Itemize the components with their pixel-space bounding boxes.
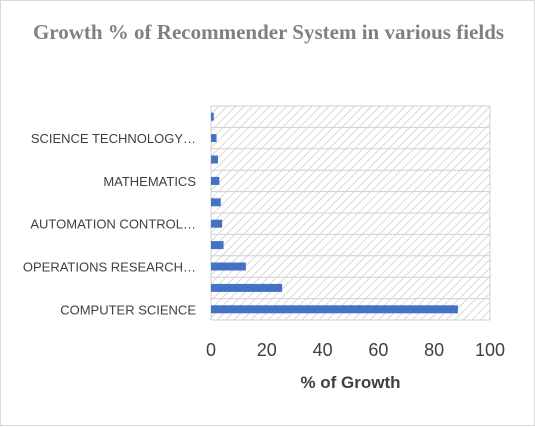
- bars: [211, 112, 458, 314]
- bar: [211, 283, 283, 292]
- x-tick-label: 40: [313, 340, 333, 360]
- bar: [211, 176, 220, 185]
- category-labels: COMPUTER SCIENCE OPERATIONS RESEARCH… AUTO…: [23, 131, 196, 317]
- bar: [211, 134, 217, 143]
- grid-lines: [210, 105, 491, 321]
- category-label: SCIENCE TECHNOLOGY…: [31, 131, 196, 146]
- category-label: COMPUTER SCIENCE: [60, 302, 196, 317]
- x-tick-label: 0: [206, 340, 216, 360]
- x-tick-label: 80: [424, 340, 444, 360]
- category-label: AUTOMATION CONTROL…: [30, 217, 196, 232]
- bar: [211, 241, 224, 250]
- x-tick-label: 20: [257, 340, 277, 360]
- x-tick-labels: 0 20 40 60 80 100: [206, 340, 505, 360]
- x-tick-label: 100: [475, 340, 505, 360]
- chart-title: Growth % of Recommender System in variou…: [32, 20, 505, 44]
- bar: [211, 155, 218, 164]
- x-tick-label: 60: [368, 340, 388, 360]
- category-label: MATHEMATICS: [103, 174, 196, 189]
- bar: [211, 219, 223, 228]
- bar: [211, 305, 458, 314]
- bar: [211, 262, 246, 271]
- bar: [211, 112, 214, 121]
- x-axis-title: % of Growth: [300, 373, 400, 392]
- category-label: OPERATIONS RESEARCH…: [23, 260, 196, 275]
- bar: [211, 198, 221, 207]
